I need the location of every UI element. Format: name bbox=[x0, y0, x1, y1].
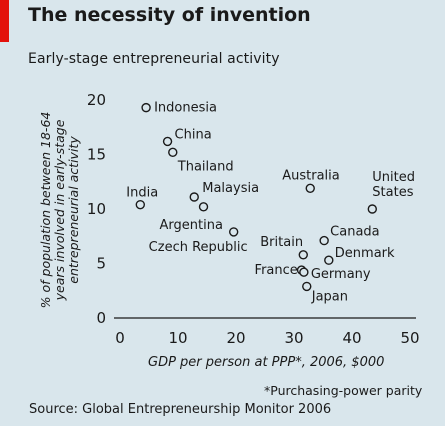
point-label: Malaysia bbox=[202, 181, 259, 196]
data-point bbox=[135, 199, 146, 210]
y-axis-label-line: entrepreneurial activity bbox=[66, 136, 81, 284]
x-tick-label: 40 bbox=[342, 329, 361, 347]
data-point bbox=[189, 192, 199, 202]
y-tick-label: 5 bbox=[96, 255, 106, 273]
data-point bbox=[319, 235, 329, 246]
point-label: China bbox=[175, 127, 212, 142]
point-label: Japan bbox=[311, 289, 348, 304]
point-label: France bbox=[255, 263, 298, 278]
point-label: Indonesia bbox=[154, 101, 217, 116]
point-label: Germany bbox=[311, 267, 371, 282]
point-label: Argentina bbox=[160, 218, 223, 233]
x-tick-label: 50 bbox=[400, 329, 419, 347]
data-point bbox=[324, 255, 334, 265]
data-point bbox=[228, 227, 239, 237]
data-point bbox=[298, 250, 308, 260]
point-label: United States bbox=[372, 170, 415, 200]
point-label: Canada bbox=[330, 225, 379, 240]
data-point bbox=[141, 102, 151, 113]
data-point bbox=[367, 204, 377, 214]
y-axis-label-line: % of population between 18-64 bbox=[38, 112, 53, 309]
point-label-line: States bbox=[372, 185, 413, 200]
accent-bar bbox=[0, 0, 9, 42]
x-axis-label: GDP per person at PPP*, 2006, $000 bbox=[148, 355, 385, 370]
chart-subtitle: Early-stage entrepreneurial activity bbox=[28, 51, 280, 67]
point-label: India bbox=[126, 186, 158, 201]
y-tick-label: 0 bbox=[96, 309, 106, 327]
source-note: Source: Global Entrepreneurship Monitor … bbox=[29, 402, 332, 417]
data-point bbox=[299, 267, 309, 277]
x-tick-label: 0 bbox=[115, 329, 125, 347]
data-point bbox=[305, 183, 315, 193]
y-tick-label: 10 bbox=[87, 200, 106, 218]
footnote: *Purchasing-power parity bbox=[264, 383, 423, 398]
y-axis-label-line: years involved in early-stage bbox=[52, 119, 67, 301]
y-tick-label: 20 bbox=[87, 91, 106, 109]
point-label: Thailand bbox=[177, 159, 234, 174]
point-label: Czech Republic bbox=[149, 240, 248, 255]
x-tick-label: 20 bbox=[226, 329, 245, 347]
chart-title: The necessity of invention bbox=[28, 4, 311, 26]
x-tick-label: 30 bbox=[284, 329, 303, 347]
y-tick-label: 15 bbox=[87, 146, 106, 164]
data-point bbox=[198, 202, 209, 212]
x-tick-label: 10 bbox=[168, 329, 187, 347]
data-point bbox=[168, 147, 178, 158]
y-axis-label: % of population between 18-64years invol… bbox=[38, 112, 81, 309]
point-label: Australia bbox=[282, 168, 340, 183]
point-label: Denmark bbox=[335, 246, 395, 261]
data-point bbox=[162, 136, 173, 147]
data-point bbox=[302, 281, 312, 292]
point-label-line: United bbox=[372, 170, 415, 185]
point-label: Britain bbox=[260, 235, 303, 250]
